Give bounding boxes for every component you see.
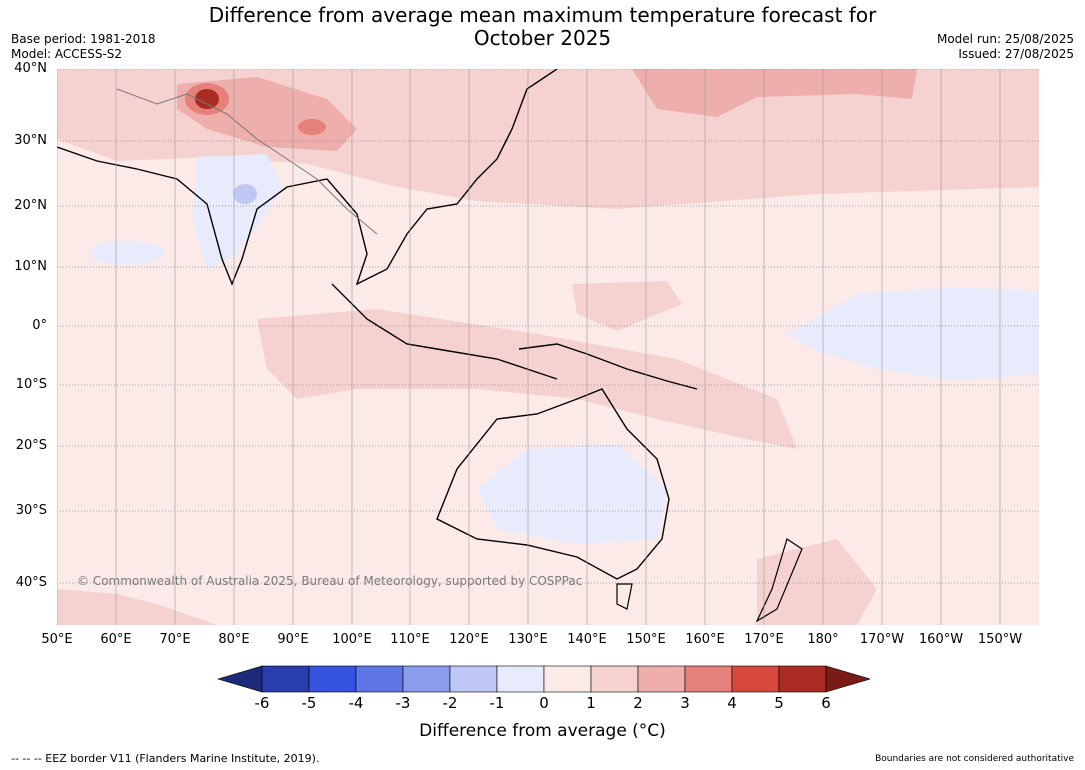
asia-coastline [57, 69, 558, 286]
colorbar-segment [308, 665, 357, 693]
anomaly-himalaya-peak [195, 89, 219, 109]
colorbar-segment [637, 665, 686, 693]
colorbar-tick: -1 [489, 694, 505, 712]
lat-label-0: 0° [32, 318, 47, 333]
issued-date: Issued: 27/08/2025 [958, 47, 1074, 61]
lat-label-30n: 30°N [14, 133, 47, 148]
lon-label-170w: 170°W [859, 632, 905, 647]
copyright-credit: © Commonwealth of Australia 2025, Bureau… [77, 574, 583, 588]
colorbar-segment [355, 665, 404, 693]
title-line-1: Difference from average mean maximum tem… [208, 3, 877, 27]
longitude-gridlines [57, 69, 1001, 625]
colorbar-tick: -6 [254, 694, 270, 712]
colorbar-tick: 0 [539, 694, 549, 712]
lon-label-170e: 170°E [744, 632, 784, 647]
colorbar-tick: -4 [348, 694, 364, 712]
lon-label-110e: 110°E [390, 632, 430, 647]
anomaly-tibet-core [298, 119, 326, 135]
lon-label-120e: 120°E [449, 632, 489, 647]
colorbar-label: Difference from average (°C) [419, 721, 666, 741]
lon-label-130e: 130°E [508, 632, 548, 647]
meta-left: Base period: 1981-2018 Model: ACCESS-S2 [11, 32, 156, 62]
lon-label-80e: 80°E [218, 632, 250, 647]
lon-label-50e: 50°E [41, 632, 73, 647]
title-line-2: October 2025 [473, 26, 612, 50]
tasmania-coastline [616, 583, 633, 610]
anomaly-pacific-cool [787, 287, 1039, 381]
lat-label-20s: 20°S [15, 438, 47, 453]
new-guinea-coastline [518, 343, 698, 390]
map-title: Difference from average mean maximum tem… [0, 4, 1085, 50]
model-name: Model: ACCESS-S2 [11, 47, 123, 61]
lon-label-150e: 150°E [626, 632, 666, 647]
colorbar-segment [684, 665, 733, 693]
anomaly-india-cool [192, 154, 282, 269]
lon-label-140e: 140°E [567, 632, 607, 647]
forecast-map [57, 69, 1039, 625]
colorbar-tick: -3 [395, 694, 411, 712]
anomaly-arabian-cool [89, 241, 165, 265]
lon-label-70e: 70°E [159, 632, 191, 647]
colorbar-tick: -5 [301, 694, 317, 712]
lon-label-90e: 90°E [277, 632, 309, 647]
base-period: Base period: 1981-2018 [11, 32, 156, 46]
colorbar-segment [496, 665, 545, 693]
colorbar-segment [543, 665, 592, 693]
colorbar-segment [731, 665, 780, 693]
colorbar-extend-low [216, 665, 263, 693]
colorbar-tick: 6 [821, 694, 831, 712]
anomaly-tasman-patch [757, 539, 877, 625]
australia-coastline [436, 388, 670, 580]
lon-label-100e: 100°E [332, 632, 372, 647]
colorbar-tick: 4 [727, 694, 737, 712]
model-run: Model run: 25/08/2025 [936, 32, 1074, 46]
colorbar-extend-high [825, 665, 870, 693]
lon-label-160e: 160°E [685, 632, 725, 647]
colorbar-segment [261, 665, 310, 693]
colorbar-segment [402, 665, 451, 693]
lat-label-40s: 40°S [15, 575, 47, 590]
anomaly-india-cool-core [233, 184, 257, 204]
lon-label-160w: 160°W [918, 632, 964, 647]
colorbar-tick: 2 [633, 694, 643, 712]
lon-label-150w: 150°W [977, 632, 1023, 647]
eez-legend: -- -- -- EEZ border V11 (Flanders Marine… [11, 752, 320, 765]
colorbar-tick: 1 [586, 694, 596, 712]
new-zealand-coastline [755, 538, 803, 623]
lat-label-40n: 40°N [14, 61, 47, 76]
lon-label-180: 180° [807, 632, 839, 647]
lat-label-20n: 20°N [14, 198, 47, 213]
anomaly-pacific-warm-patch [572, 281, 682, 331]
colorbar-segment [778, 665, 827, 693]
meta-right: Model run: 25/08/2025 Issued: 27/08/2025 [937, 32, 1074, 62]
anomaly-australia-cool [477, 444, 667, 544]
colorbar-tick: 3 [680, 694, 690, 712]
colorbar-segment [449, 665, 498, 693]
lat-label-10n: 10°N [14, 259, 47, 274]
indonesia-coastline [331, 283, 558, 380]
colorbar-tick: 5 [774, 694, 784, 712]
lon-label-60e: 60°E [100, 632, 132, 647]
lat-label-10s: 10°S [15, 377, 47, 392]
anomaly-maritime-region [257, 309, 797, 449]
boundaries-disclaimer: Boundaries are not considered authoritat… [875, 754, 1074, 764]
colorbar-segment [590, 665, 639, 693]
colorbar [216, 665, 870, 693]
colorbar-tick: -2 [442, 694, 458, 712]
country-borders [116, 88, 378, 235]
anomaly-southwest-patch [57, 589, 217, 625]
anomaly-northeast-region [632, 69, 917, 117]
lat-label-30s: 30°S [15, 503, 47, 518]
